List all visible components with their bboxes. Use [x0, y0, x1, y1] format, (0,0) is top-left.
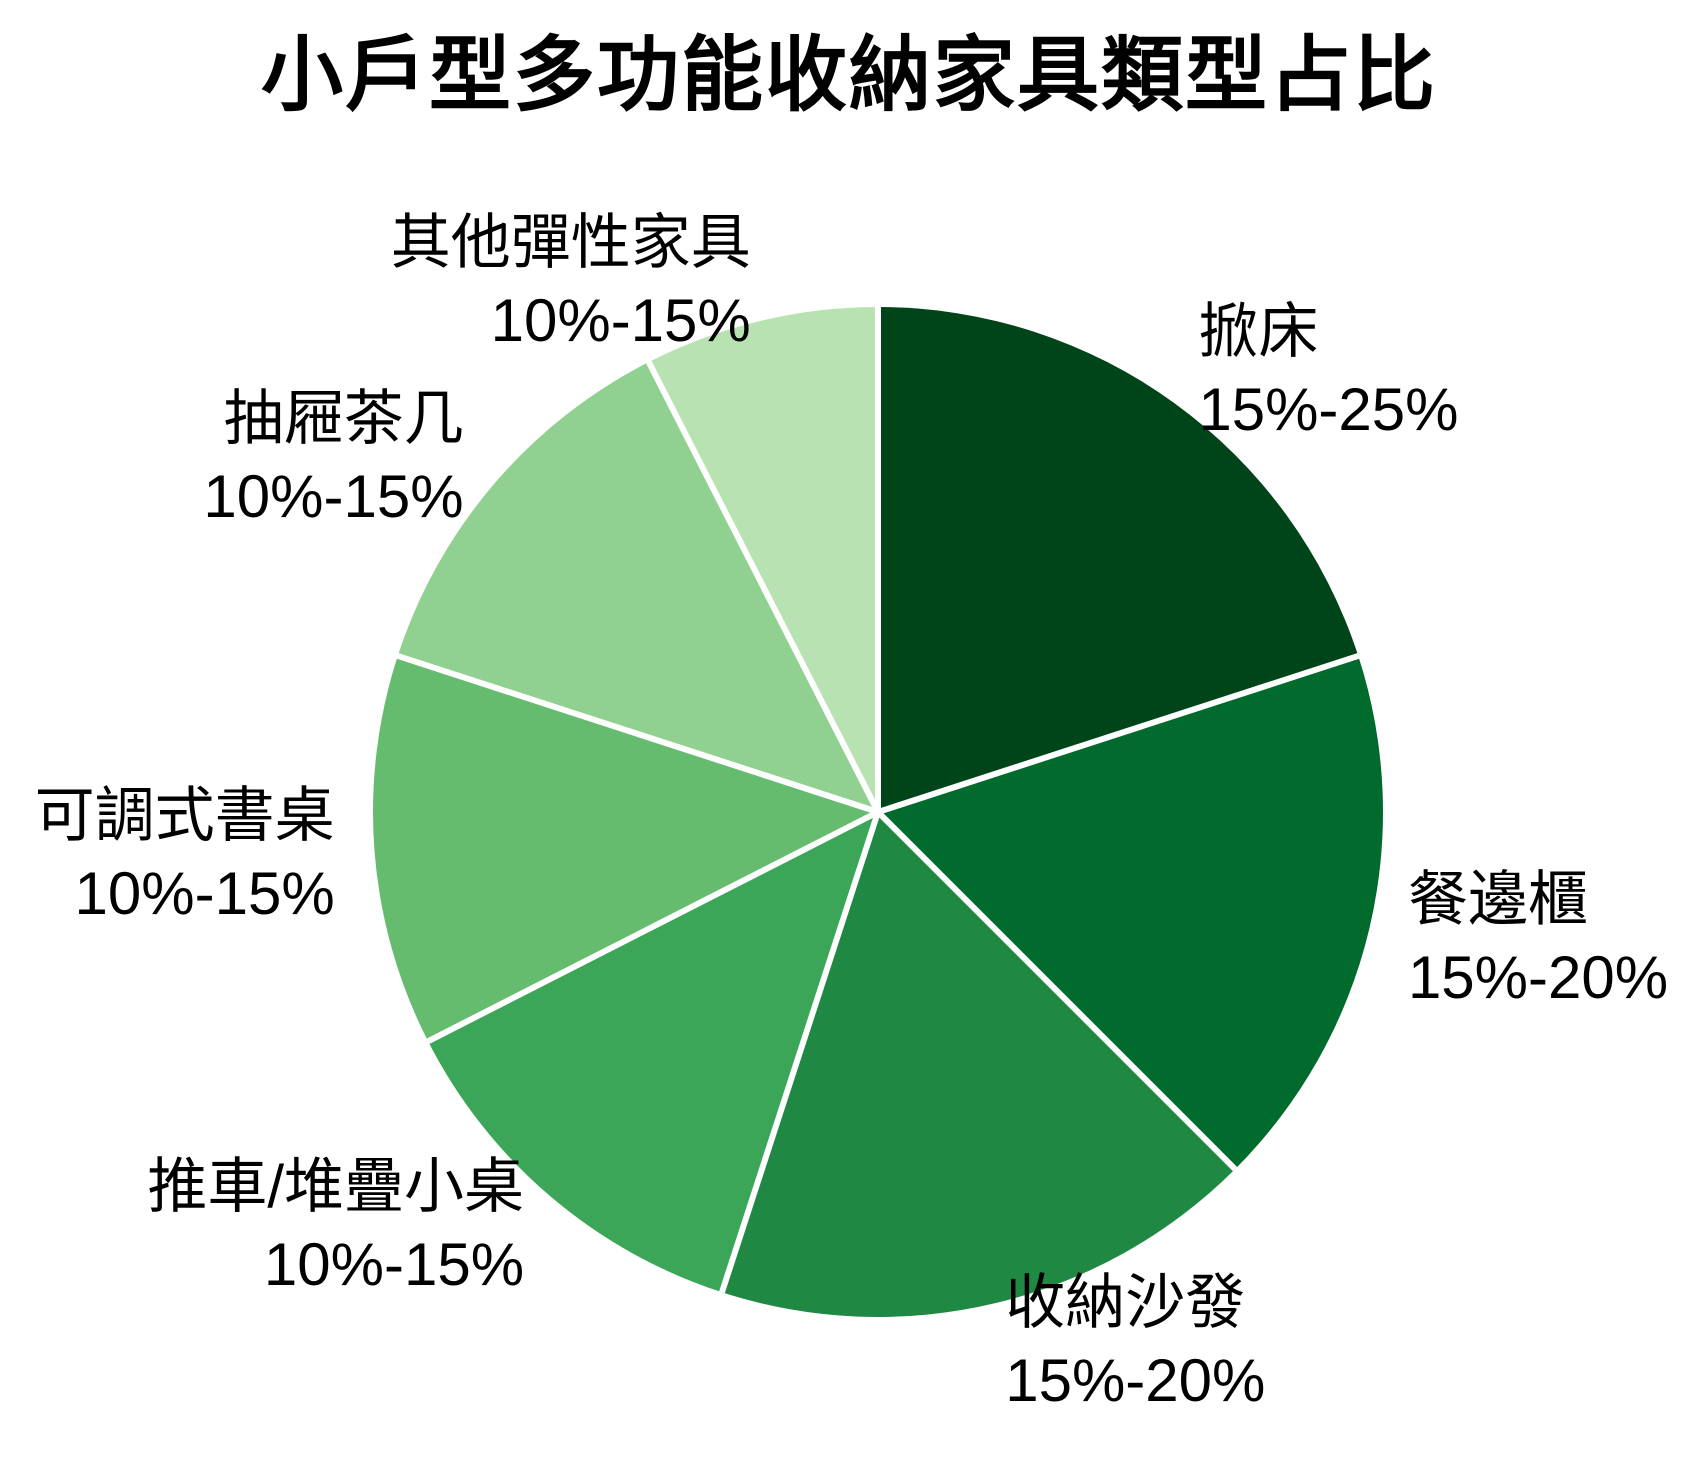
slice-name: 抽屜茶几 — [223, 385, 464, 453]
slice-label-1: 掀床 15%-25% — [1198, 293, 1458, 449]
chart-title: 小戶型多功能收納家具類型占比 — [260, 30, 1438, 121]
slice-value-range: 15%-20% — [1407, 944, 1669, 1012]
slice-separator — [646, 360, 881, 814]
slice-separator — [877, 653, 1360, 815]
slice-separator — [396, 653, 879, 815]
slice-name: 餐邊櫃 — [1407, 866, 1588, 934]
slice-label-2: 餐邊櫃 15%-20% — [1408, 861, 1668, 1017]
slice-label-4: 推車/堆疊小桌 10%-15% — [147, 1148, 524, 1304]
slice-label-5: 可調式書桌 10%-15% — [35, 777, 335, 933]
slice-label-3: 收納沙發 15%-20% — [1005, 1264, 1265, 1420]
slice-value-range: 15%-25% — [1198, 376, 1459, 444]
pie-slice-3 — [721, 812, 1236, 1317]
slice-value-range: 15%-20% — [1005, 1346, 1266, 1414]
slice-label-6: 抽屜茶几 10%-15% — [203, 380, 463, 536]
pie-slice-5 — [372, 655, 878, 1042]
slice-separator — [719, 811, 881, 1294]
slice-separator — [426, 809, 880, 1044]
pie-slice-4 — [428, 812, 878, 1293]
pie-slice-2 — [878, 655, 1384, 1170]
slice-value-range: 10%-15% — [74, 859, 335, 927]
pie-slice-6 — [397, 362, 878, 812]
slice-name: 可調式書桌 — [34, 781, 335, 849]
slice-name: 掀床 — [1198, 298, 1319, 366]
slice-value-range: 10%-15% — [263, 1231, 525, 1299]
slice-value-range: 10%-15% — [203, 463, 464, 531]
slice-label-7: 其他彈性家具 10%-15% — [391, 204, 751, 360]
slice-separator — [875, 809, 1238, 1172]
slice-name: 推車/堆疊小桌 — [147, 1153, 525, 1221]
slice-value-range: 10%-15% — [490, 287, 751, 355]
pie-slice-7 — [648, 307, 878, 812]
slice-name: 收納沙發 — [1005, 1268, 1246, 1336]
pie-slice-1 — [878, 307, 1359, 812]
slice-name: 其他彈性家具 — [390, 209, 751, 277]
